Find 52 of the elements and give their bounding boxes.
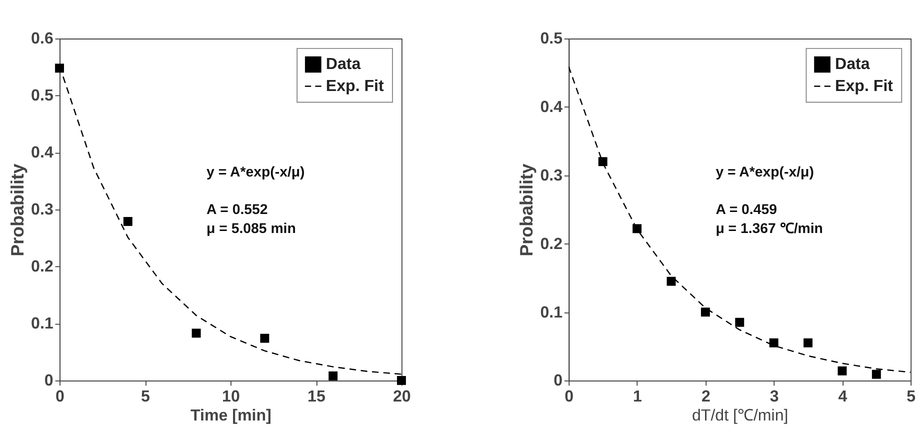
y-tick-label: 0.3 [31, 200, 54, 219]
y-tick-label: 0.4 [540, 98, 563, 116]
y-tick-label: 0 [44, 372, 54, 390]
y-tick-label: 0.4 [31, 144, 54, 162]
y-tick-label: 0.1 [31, 314, 54, 333]
annotation: A = 0.552 [206, 202, 268, 218]
point [769, 338, 778, 348]
x-tick-label: 15 [308, 388, 326, 406]
y-axis-title: Probability [516, 164, 537, 256]
legend-label: Data [326, 55, 362, 74]
annotation: μ = 5.085 min [206, 221, 296, 238]
annotation: A = 0.459 [716, 202, 778, 218]
point [192, 328, 201, 338]
x-tick-label: 20 [393, 388, 411, 406]
point [55, 64, 64, 73]
annotation: y = A*exp(-x/μ) [716, 164, 814, 181]
point [632, 224, 642, 234]
y-tick-label: 0.2 [31, 258, 54, 276]
y-tick-label: 0 [554, 372, 563, 390]
y-tick-label: 0.6 [31, 30, 54, 48]
x-axis-title: Time [min] [190, 406, 272, 425]
point [872, 370, 881, 379]
y-tick-label: 0.2 [540, 234, 563, 253]
y-axis-title: Probability [7, 164, 28, 256]
legend-label: Data [835, 55, 871, 74]
y-tick-label: 0.3 [540, 166, 563, 184]
point [735, 318, 744, 327]
x-tick-label: 5 [906, 388, 916, 406]
x-tick-label: 2 [701, 388, 710, 406]
x-tick-label: 3 [770, 388, 779, 406]
point [123, 216, 132, 226]
x-tick-label: 10 [222, 388, 240, 406]
point [804, 338, 813, 348]
y-tick-label: 0.5 [540, 30, 563, 48]
point [666, 276, 676, 286]
point [700, 308, 710, 317]
point [260, 334, 270, 343]
point [396, 376, 406, 385]
x-tick-label: 5 [141, 388, 150, 406]
annotation: μ = 1.367 ℃/min [716, 221, 823, 238]
legend-label: Exp. Fit [835, 76, 894, 95]
y-tick-label: 0.1 [540, 303, 563, 322]
point [598, 157, 608, 166]
point [838, 366, 847, 376]
x-tick-label: 1 [633, 388, 642, 406]
x-tick-label: 4 [838, 388, 848, 406]
point [328, 371, 338, 380]
annotation: y = A*exp(-x/μ) [206, 164, 306, 181]
x-axis-title: dT/dt [℃/min] [692, 406, 788, 425]
x-tick-label: 0 [56, 388, 65, 406]
y-tick-label: 0.5 [31, 86, 54, 105]
legend-label: Exp. Fit [326, 76, 384, 95]
